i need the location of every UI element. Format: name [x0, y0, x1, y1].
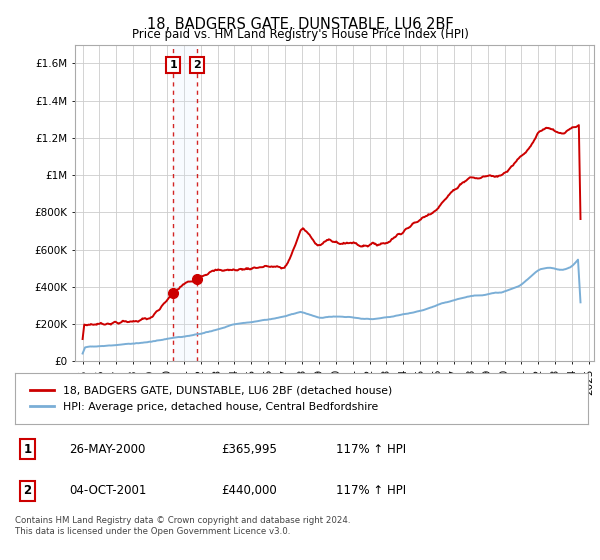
Text: 26-MAY-2000: 26-MAY-2000: [70, 443, 146, 456]
Text: 117% ↑ HPI: 117% ↑ HPI: [336, 443, 406, 456]
Text: 04-OCT-2001: 04-OCT-2001: [70, 484, 147, 497]
Text: 1: 1: [23, 443, 32, 456]
Text: 2: 2: [23, 484, 32, 497]
Text: 18, BADGERS GATE, DUNSTABLE, LU6 2BF: 18, BADGERS GATE, DUNSTABLE, LU6 2BF: [146, 17, 454, 32]
Text: 1: 1: [170, 60, 177, 70]
Legend: 18, BADGERS GATE, DUNSTABLE, LU6 2BF (detached house), HPI: Average price, detac: 18, BADGERS GATE, DUNSTABLE, LU6 2BF (de…: [26, 381, 397, 416]
Text: £440,000: £440,000: [221, 484, 277, 497]
Text: Price paid vs. HM Land Registry's House Price Index (HPI): Price paid vs. HM Land Registry's House …: [131, 28, 469, 41]
Text: 2: 2: [193, 60, 200, 70]
Bar: [173, 45, 197, 361]
Text: £365,995: £365,995: [221, 443, 277, 456]
Text: 117% ↑ HPI: 117% ↑ HPI: [336, 484, 406, 497]
Text: Contains HM Land Registry data © Crown copyright and database right 2024.
This d: Contains HM Land Registry data © Crown c…: [15, 516, 350, 536]
